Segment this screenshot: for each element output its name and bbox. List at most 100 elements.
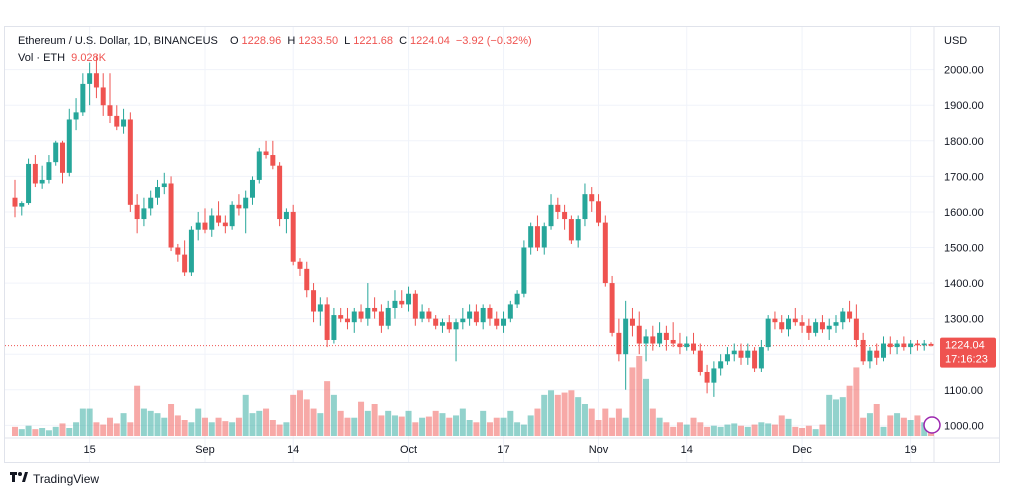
low-value: 1221.68 (353, 35, 394, 47)
x-tick-label: Oct (400, 444, 417, 456)
volume-bar (79, 408, 86, 436)
candle-body (806, 325, 812, 333)
candle-body (867, 350, 873, 362)
volume-bar (358, 401, 365, 436)
volume-bar (615, 408, 622, 436)
candle-body (19, 203, 25, 207)
y-tick-label: 1500.00 (944, 243, 984, 255)
candle-body (358, 311, 364, 319)
candle-body (487, 307, 493, 319)
candle-body (446, 322, 452, 330)
volume-bar (39, 428, 46, 436)
candle-body (758, 347, 764, 369)
scroll-to-realtime-icon (923, 416, 941, 434)
volume-bar (419, 417, 426, 436)
candle-body (365, 307, 371, 319)
candle-body (881, 343, 887, 358)
candle-body (772, 318, 778, 323)
volume-bar (113, 423, 120, 436)
candle-body (826, 325, 832, 330)
candle-body (643, 336, 649, 344)
candle-body (589, 194, 595, 202)
candle-body (670, 339, 676, 344)
candle-body (412, 293, 418, 319)
volume-bar (609, 417, 616, 436)
volume-legend: Vol · ETH 9.028K (18, 52, 109, 64)
volume-bar (561, 392, 568, 436)
candle-body (283, 211, 289, 220)
candle-body (304, 268, 310, 291)
volume-bar (134, 385, 141, 436)
candle-body (636, 325, 642, 344)
volume-bar (425, 416, 432, 436)
volume-bar (188, 422, 195, 436)
close-label: C (399, 35, 408, 47)
candle-body (114, 115, 120, 127)
candle-body (928, 343, 934, 346)
volume-bar (473, 422, 480, 436)
y-tick-label: 1700.00 (944, 171, 984, 183)
y-tick-label: 1400.00 (944, 278, 984, 290)
volume-bar (520, 424, 527, 436)
open-value: 1228.96 (241, 35, 282, 47)
volume-bar (758, 422, 765, 436)
candle-body (534, 226, 540, 248)
volume-bar (269, 420, 276, 436)
last-price-label: 1224.04 (945, 340, 985, 352)
volume-bar (554, 394, 561, 436)
volume-bar (364, 410, 371, 436)
volume-bar (140, 408, 147, 436)
volume-bar (32, 429, 39, 436)
candle-body (684, 343, 690, 348)
candle-body (738, 350, 744, 358)
volume-bar (778, 415, 785, 436)
candle-body (236, 204, 242, 209)
volume-bar (860, 417, 867, 436)
volume-bar (731, 423, 738, 436)
candle-body (765, 318, 771, 348)
candle-body (127, 119, 133, 205)
candle-body (100, 87, 106, 106)
candle-body (270, 155, 276, 166)
candle-body (209, 215, 215, 230)
candle-body (460, 318, 466, 323)
candle-body (887, 343, 893, 348)
open-label: O (229, 35, 239, 47)
volume-bar (432, 410, 439, 436)
y-tick-label: 1100.00 (944, 385, 983, 397)
change-value: −3.92 (−0.32%) (455, 35, 532, 47)
candle-body (813, 322, 819, 333)
candle-body (53, 142, 59, 163)
x-tick-label: 19 (905, 444, 917, 456)
candle-body (521, 247, 527, 294)
volume-bar (534, 408, 541, 436)
candle-body (799, 322, 805, 326)
volume-bar (812, 429, 819, 436)
volume-bar (541, 394, 548, 436)
symbol-title[interactable]: Ethereum / U.S. Dollar, 1D, BINANCEUS (18, 35, 218, 47)
tradingview-brand[interactable]: TradingView (10, 471, 99, 486)
volume-bar (242, 394, 249, 436)
y-tick-label: 1900.00 (944, 100, 984, 112)
volume-bar (568, 390, 575, 436)
volume-bar (106, 417, 113, 436)
volume-bar (93, 422, 100, 436)
candle-body (819, 322, 825, 330)
volume-bar (215, 417, 222, 436)
volume-bar (486, 422, 493, 436)
candle-body (195, 222, 201, 230)
volume-label[interactable]: Vol · ETH (18, 52, 66, 64)
volume-bar (398, 416, 405, 436)
candle-body (277, 165, 283, 220)
volume-bar (880, 426, 887, 436)
volume-bar (12, 426, 18, 436)
candle-body (745, 350, 751, 358)
candle-body (657, 332, 663, 344)
volume-bar (235, 417, 242, 436)
candle-body (317, 304, 323, 312)
volume-bar (500, 417, 507, 436)
candle-body (786, 318, 792, 330)
candle-body (711, 368, 717, 383)
volume-bar (683, 424, 690, 436)
